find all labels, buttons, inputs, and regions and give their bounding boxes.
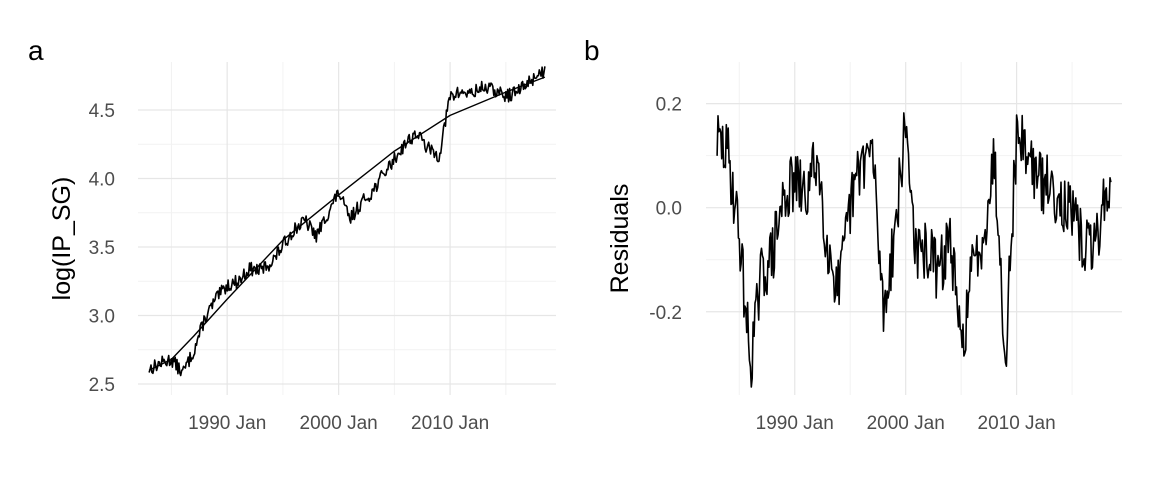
panel-tag: b xyxy=(584,35,600,66)
y-tick-label: -0.2 xyxy=(649,303,682,324)
x-tick-label: 1990 Jan xyxy=(188,413,266,434)
x-tick-label: 2010 Jan xyxy=(411,413,489,434)
y-tick-label: 3.0 xyxy=(89,307,115,328)
series-line xyxy=(148,66,546,377)
y-tick-label: 4.0 xyxy=(89,169,115,190)
y-tick-label: 0.2 xyxy=(656,95,682,116)
x-tick-label: 1990 Jan xyxy=(756,413,834,434)
y-tick-label: 3.5 xyxy=(89,238,115,259)
panel-tag: a xyxy=(28,35,44,66)
series-line xyxy=(716,112,1112,388)
y-tick-label: 2.5 xyxy=(89,375,115,396)
y-tick-label: 0.0 xyxy=(656,199,682,220)
y-axis-title: Residuals xyxy=(606,184,634,294)
x-tick-label: 2000 Jan xyxy=(867,413,945,434)
y-tick-label: 4.5 xyxy=(89,101,115,122)
x-tick-label: 2010 Jan xyxy=(978,413,1056,434)
fitted-trend-line xyxy=(148,76,546,371)
y-axis-title: log(IP_SG) xyxy=(48,177,76,301)
x-tick-label: 2000 Jan xyxy=(300,413,378,434)
